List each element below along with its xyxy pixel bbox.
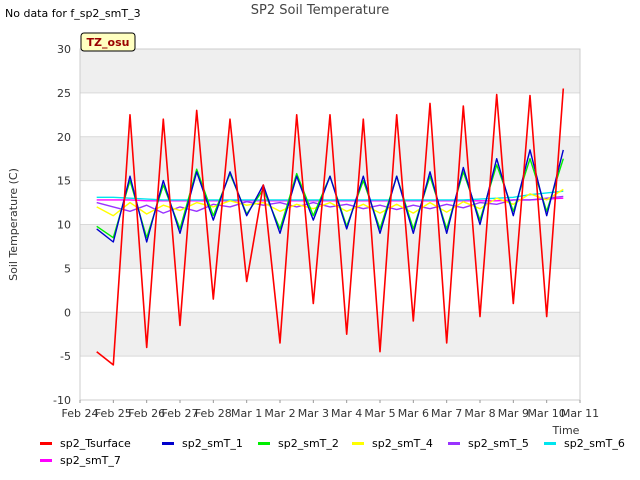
x-tick-label: Mar 9 <box>498 407 529 420</box>
legend-label: sp2_smT_2 <box>278 437 339 450</box>
x-tick-label: Feb 27 <box>162 407 199 420</box>
plot-band <box>80 312 580 357</box>
x-tick-label: Mar 2 <box>264 407 295 420</box>
legend-label: sp2_smT_6 <box>564 437 625 450</box>
legend-item-sp2_smT_1: sp2_smT_1 <box>162 437 243 450</box>
legend-swatch <box>448 442 460 445</box>
x-tick-label: Mar 6 <box>398 407 429 420</box>
x-tick-label: Mar 1 <box>231 407 262 420</box>
legend-item-sp2_smT_6: sp2_smT_6 <box>544 437 625 450</box>
legend-label: sp2_Tsurface <box>60 437 131 450</box>
x-axis-label: Time <box>552 424 580 437</box>
plot-band <box>80 224 580 269</box>
legend-label: sp2_smT_5 <box>468 437 529 450</box>
legend-item-sp2_smT_7: sp2_smT_7 <box>40 454 121 467</box>
x-tick-label: Feb 25 <box>95 407 132 420</box>
y-tick-label: 10 <box>57 219 71 232</box>
legend-swatch <box>40 442 52 445</box>
x-tick-label: Feb 24 <box>62 407 99 420</box>
x-tick-label: Mar 10 <box>528 407 566 420</box>
series-line-sp2_Tsurface <box>96 88 565 366</box>
x-tick-label: Mar 3 <box>298 407 329 420</box>
y-tick-label: 15 <box>57 175 71 188</box>
x-tick-label: Mar 4 <box>331 407 362 420</box>
y-tick-label: 25 <box>57 87 71 100</box>
legend-swatch <box>544 442 556 445</box>
legend-item-sp2_Tsurface: sp2_Tsurface <box>40 437 131 450</box>
x-tick-label: Mar 5 <box>364 407 395 420</box>
plot-band <box>80 49 580 93</box>
x-tick-label: Mar 11 <box>561 407 599 420</box>
legend-item-sp2_smT_5: sp2_smT_5 <box>448 437 529 450</box>
y-tick-label: 0 <box>64 306 71 319</box>
legend-swatch <box>40 459 52 462</box>
y-tick-label: -5 <box>60 350 71 363</box>
site-tag-label: TZ_osu <box>87 36 130 49</box>
series-line-sp2_smT_6 <box>96 190 564 201</box>
x-tick-label: Mar 8 <box>464 407 495 420</box>
series-line-sp2_smT_1 <box>96 149 564 243</box>
site-tag-box <box>80 32 136 52</box>
legend-item-sp2_smT_4: sp2_smT_4 <box>352 437 433 450</box>
y-tick-label: -10 <box>53 394 71 407</box>
y-axis-label: Soil Temperature (C) <box>7 168 20 281</box>
legend-swatch <box>258 442 270 445</box>
legend-item-sp2_smT_2: sp2_smT_2 <box>258 437 339 450</box>
plot-frame <box>79 48 581 401</box>
y-tick-label: 5 <box>64 262 71 275</box>
x-tick-label: Feb 28 <box>195 407 232 420</box>
plot-band <box>80 136 580 181</box>
chart-title: SP2 Soil Temperature <box>250 3 390 18</box>
legend-swatch <box>352 442 364 445</box>
x-tick-label: Mar 7 <box>431 407 462 420</box>
y-tick-label: 30 <box>57 43 71 56</box>
x-tick-label: Feb 26 <box>128 407 165 420</box>
legend-label: sp2_smT_7 <box>60 454 121 467</box>
legend-label: sp2_smT_1 <box>182 437 243 450</box>
legend-label: sp2_smT_4 <box>372 437 433 450</box>
legend-swatch <box>162 442 174 445</box>
no-data-note: No data for f_sp2_smT_3 <box>5 7 141 20</box>
y-tick-label: 20 <box>57 131 71 144</box>
